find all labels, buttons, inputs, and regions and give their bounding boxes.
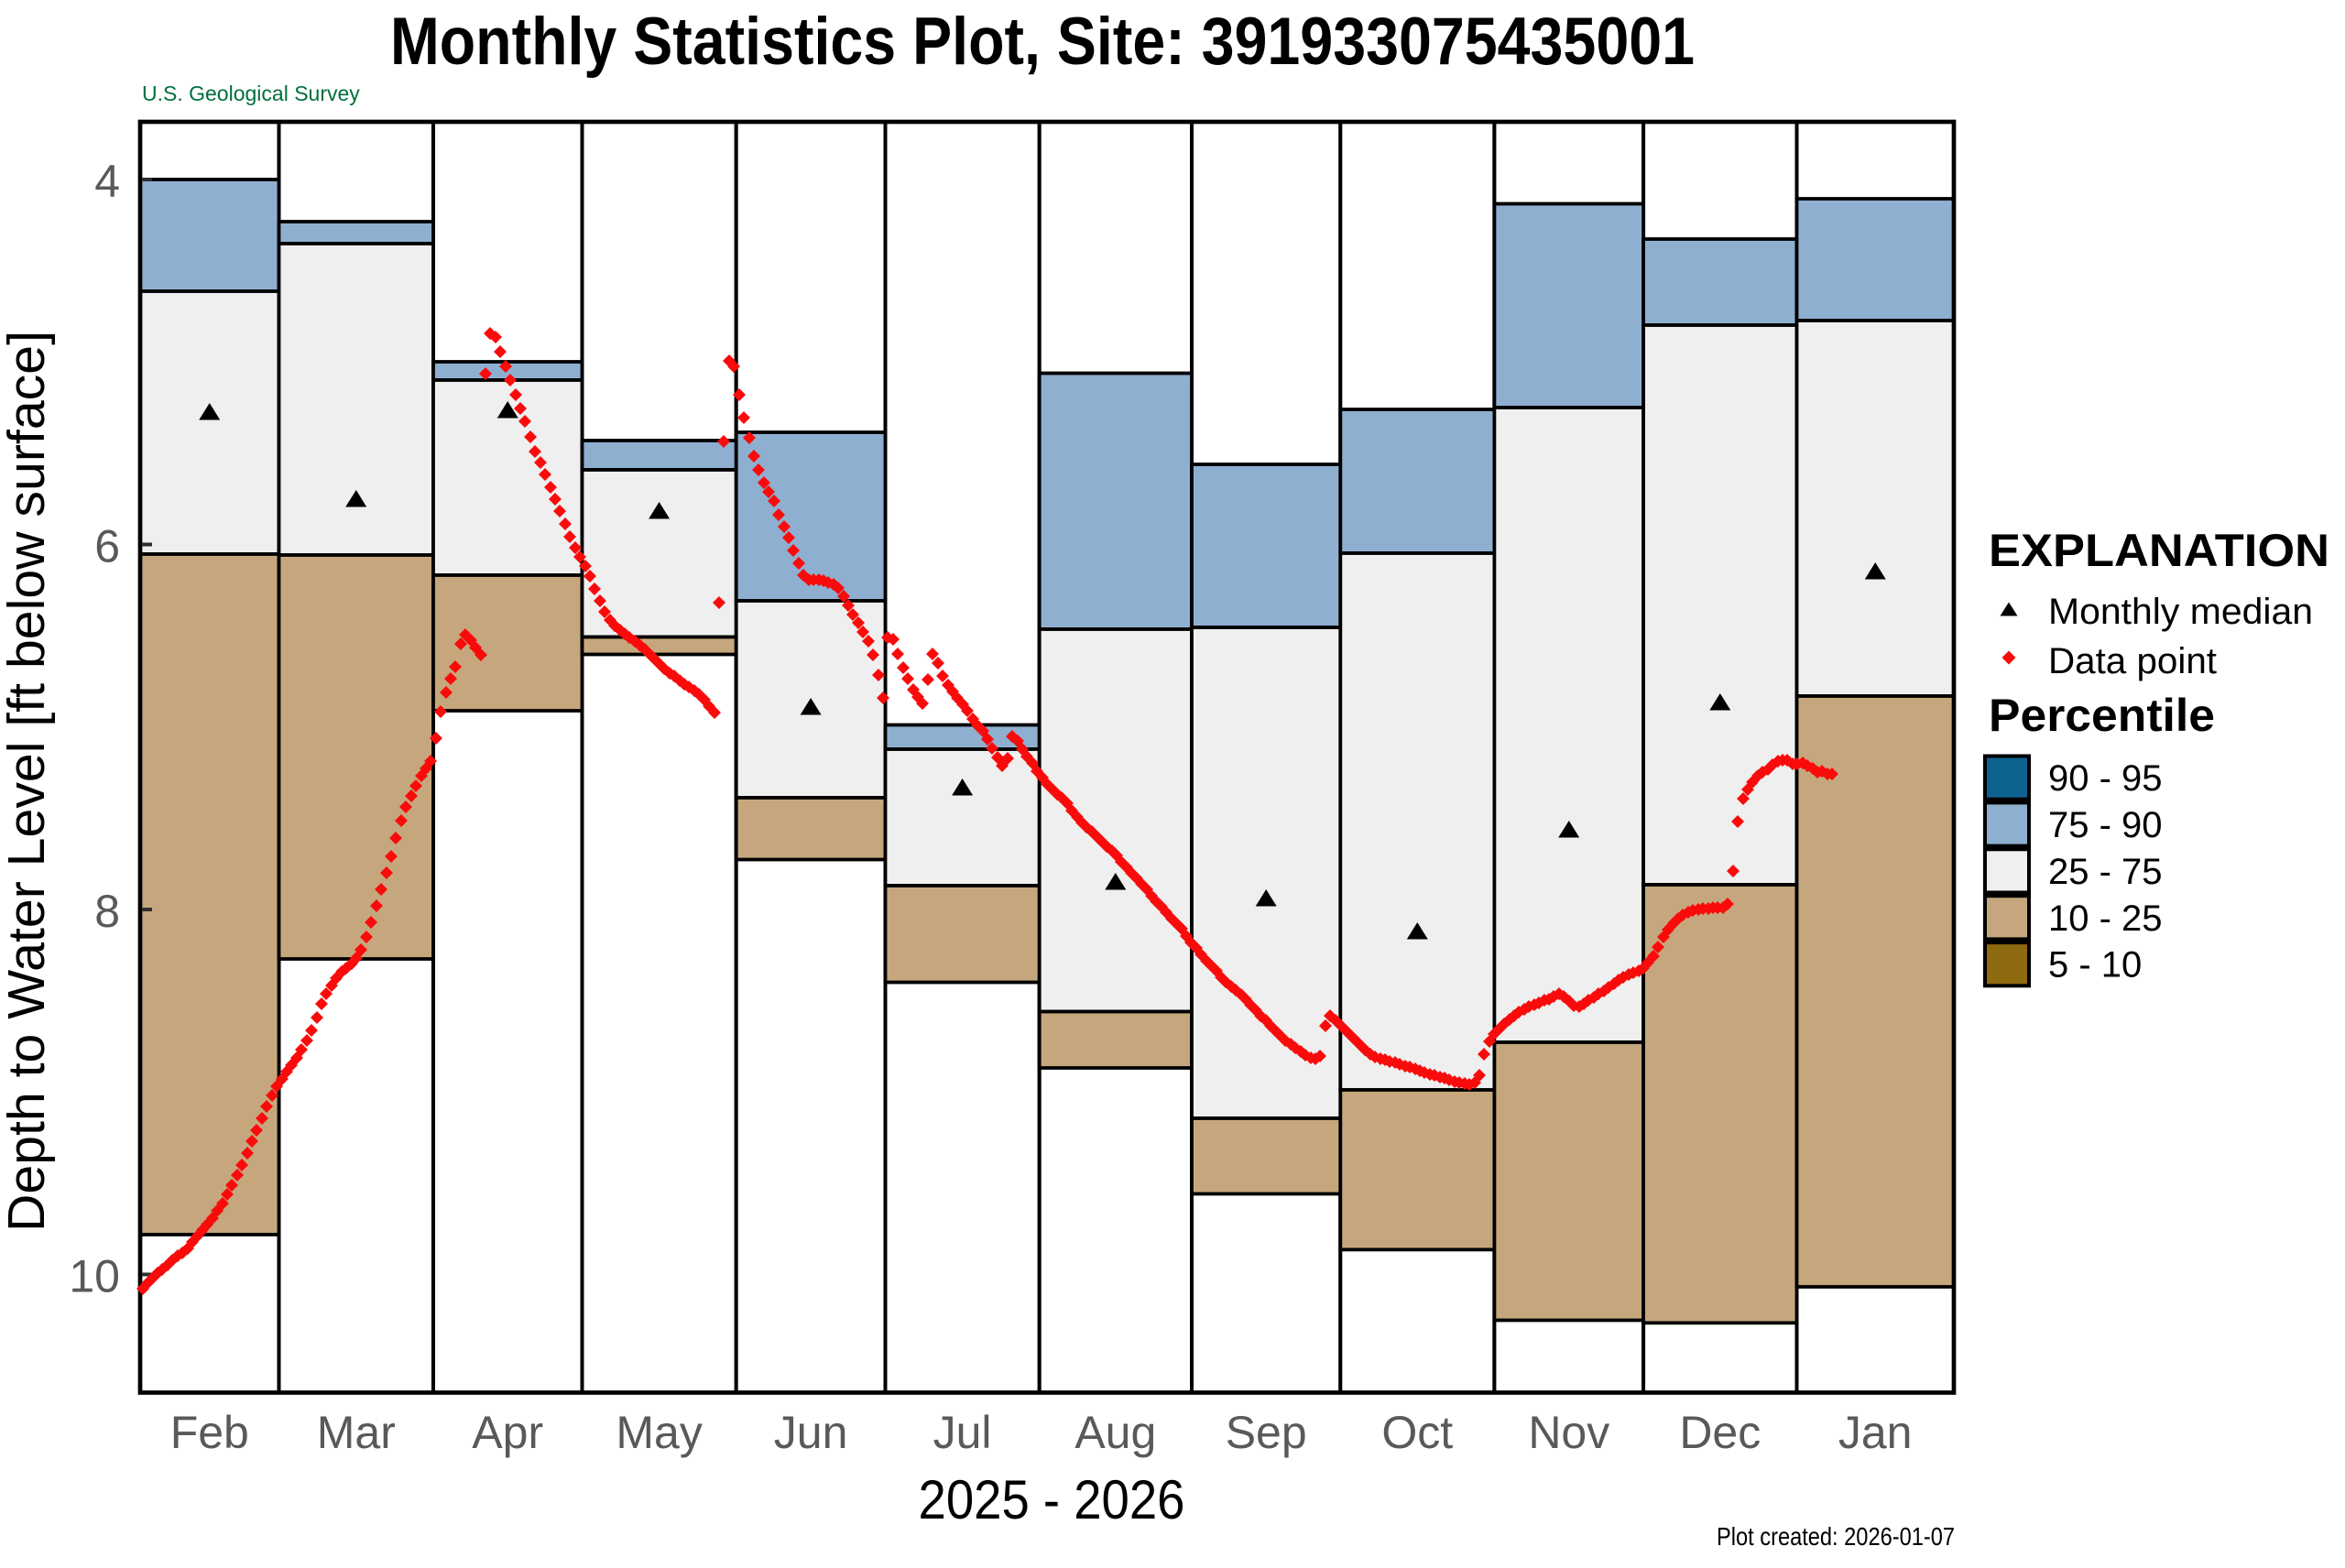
svg-text:Monthly median: Monthly median bbox=[2048, 592, 2313, 632]
svg-text:5 - 10: 5 - 10 bbox=[2048, 945, 2142, 985]
svg-text:25 - 75: 25 - 75 bbox=[2048, 852, 2163, 892]
svg-text:90 - 95: 90 - 95 bbox=[2048, 758, 2163, 799]
svg-text:6: 6 bbox=[94, 521, 120, 572]
svg-text:Data point: Data point bbox=[2048, 641, 2217, 681]
svg-text:Apr: Apr bbox=[472, 1407, 543, 1458]
svg-text:Aug: Aug bbox=[1074, 1407, 1156, 1458]
svg-text:Nov: Nov bbox=[1528, 1407, 1609, 1458]
svg-text:Jun: Jun bbox=[774, 1407, 848, 1458]
svg-text:Depth to Water Level [ft below: Depth to Water Level [ft below surface] bbox=[0, 331, 56, 1232]
svg-text:Sep: Sep bbox=[1226, 1407, 1307, 1458]
svg-text:Mar: Mar bbox=[317, 1407, 396, 1458]
svg-text:Percentile: Percentile bbox=[1989, 690, 2215, 741]
svg-text:Jul: Jul bbox=[933, 1407, 992, 1458]
svg-text:Oct: Oct bbox=[1381, 1407, 1453, 1458]
svg-text:75 - 90: 75 - 90 bbox=[2048, 805, 2163, 845]
svg-text:EXPLANATION: EXPLANATION bbox=[1989, 525, 2329, 576]
svg-text:Dec: Dec bbox=[1679, 1407, 1761, 1458]
svg-text:May: May bbox=[616, 1407, 702, 1458]
svg-text:4: 4 bbox=[94, 156, 120, 207]
svg-text:10 - 25: 10 - 25 bbox=[2048, 898, 2163, 939]
svg-text:Monthly Statistics Plot, Site:: Monthly Statistics Plot, Site: 391933075… bbox=[390, 5, 1695, 79]
svg-text:8: 8 bbox=[94, 886, 120, 937]
svg-text:10: 10 bbox=[69, 1251, 120, 1302]
svg-text:Plot created: 2026-01-07: Plot created: 2026-01-07 bbox=[1717, 1522, 1955, 1551]
svg-text:Feb: Feb bbox=[170, 1407, 249, 1458]
svg-text:U.S. Geological Survey: U.S. Geological Survey bbox=[142, 82, 360, 105]
svg-text:2025 - 2026: 2025 - 2026 bbox=[919, 1469, 1185, 1530]
svg-text:Jan: Jan bbox=[1838, 1407, 1913, 1458]
